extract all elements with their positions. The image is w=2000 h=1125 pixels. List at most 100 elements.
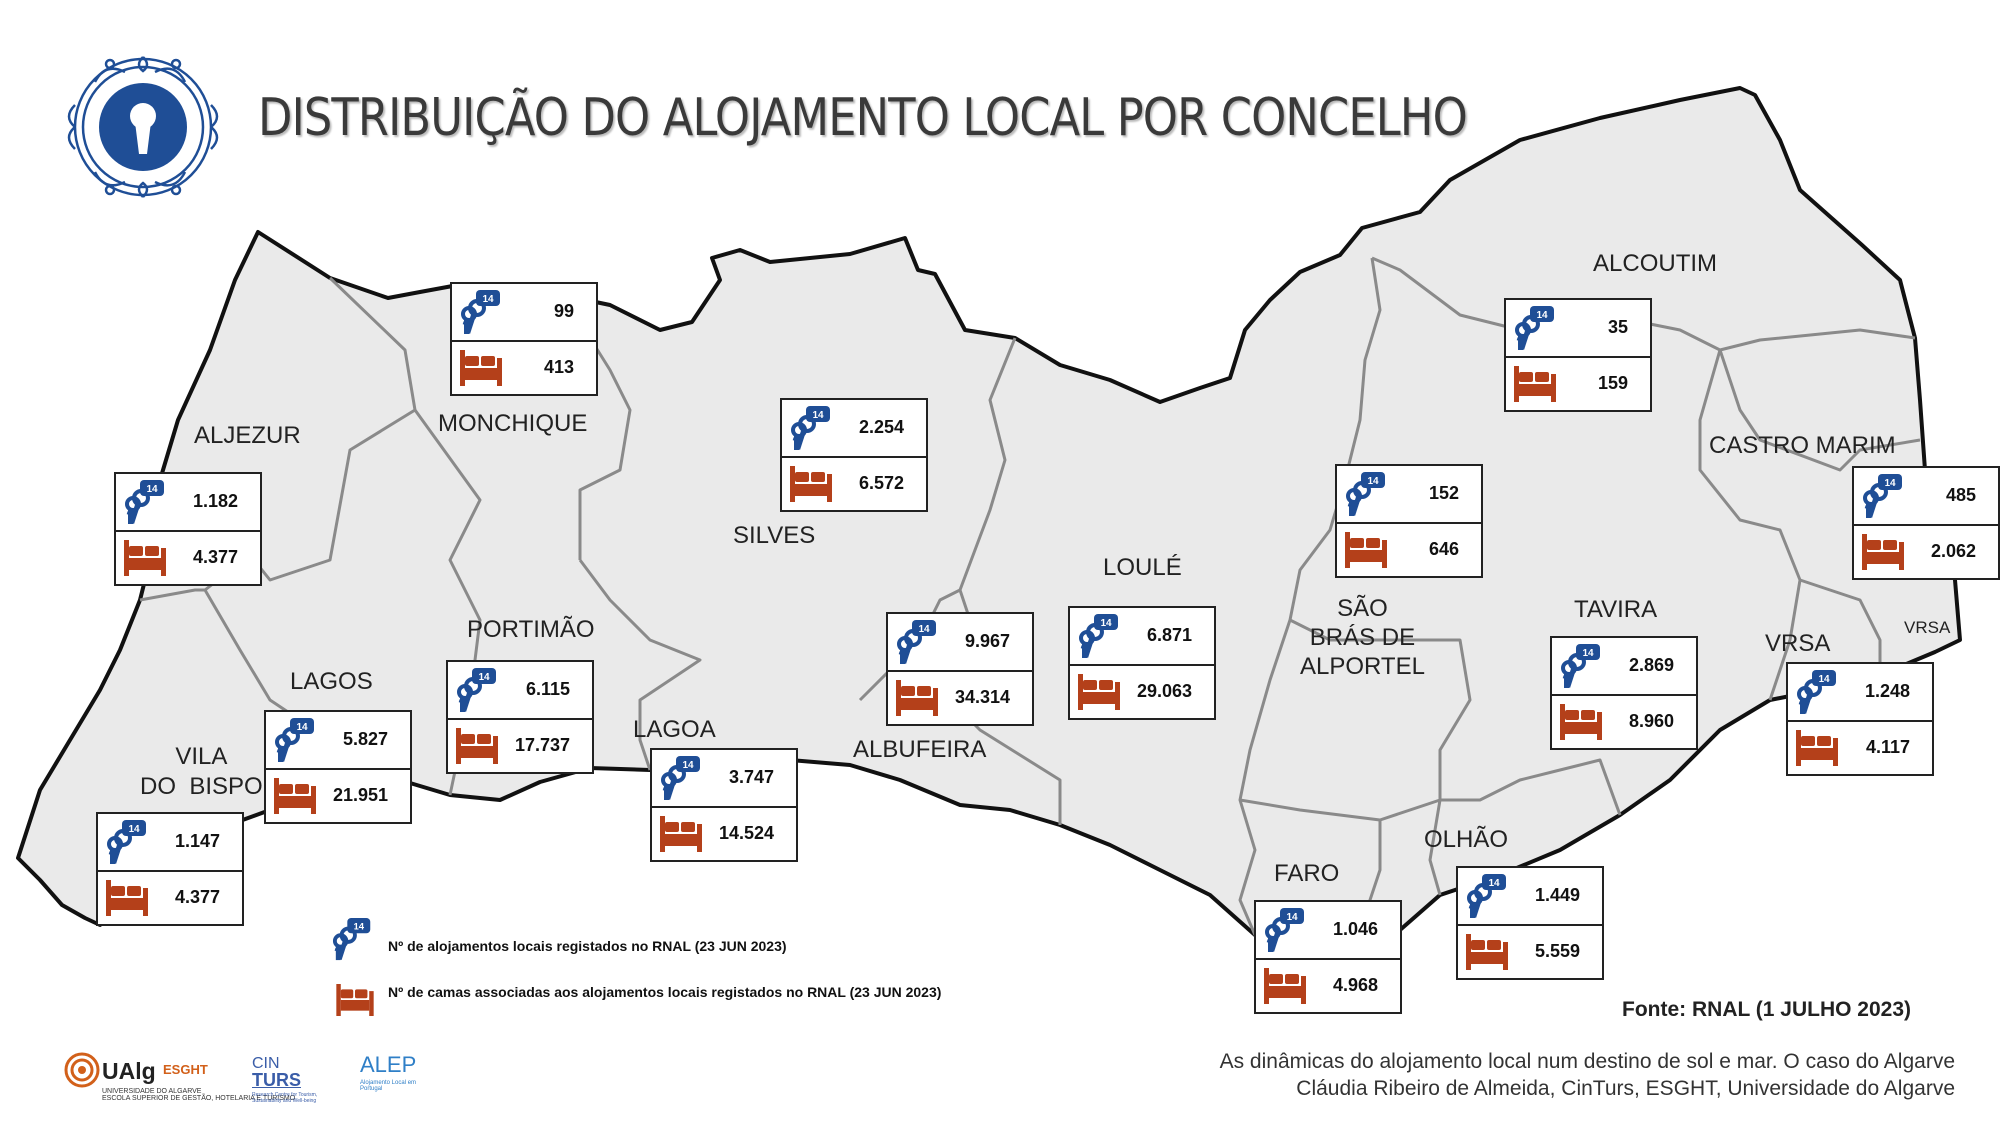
keys-icon bbox=[460, 290, 506, 336]
camas-value: 413 bbox=[543, 357, 574, 377]
alojamentos-value: 1.046 bbox=[1332, 919, 1378, 939]
card-castro-marim: 485 2.062 bbox=[1852, 466, 2000, 580]
label-vrsa-small: VRSA bbox=[1904, 618, 1951, 637]
label-monchique: MONCHIQUE bbox=[438, 410, 588, 437]
bed-icon bbox=[660, 816, 702, 852]
alojamentos-value: 5.827 bbox=[342, 729, 388, 749]
camas-value: 6.572 bbox=[858, 473, 904, 493]
label-sao-bras-line2: BRÁS DE bbox=[1309, 624, 1416, 651]
label-olhao: OLHÃO bbox=[1424, 826, 1509, 853]
card-alcoutim: 35 159 bbox=[1504, 298, 1652, 412]
alojamentos-value: 99 bbox=[553, 301, 574, 321]
label-aljezur: ALJEZUR bbox=[194, 422, 301, 449]
ualg-name: UAlg bbox=[102, 1058, 156, 1084]
bed-icon bbox=[1345, 532, 1387, 568]
card-albufeira: 9.967 34.314 bbox=[886, 612, 1034, 726]
camas-value: 17.737 bbox=[514, 735, 570, 755]
label-portimao: PORTIMÃO bbox=[467, 616, 595, 643]
camas-value: 4.117 bbox=[1865, 737, 1910, 757]
alojamentos-value: 1.147 bbox=[174, 831, 220, 851]
label-silves: SILVES bbox=[733, 522, 816, 549]
cinturs-line2: TURS bbox=[252, 1070, 301, 1090]
bed-icon bbox=[124, 540, 166, 576]
legend-alojamentos: Nº de alojamentos locais registados no R… bbox=[388, 938, 787, 954]
label-faro: FARO bbox=[1274, 860, 1340, 887]
keyhole-logo-icon bbox=[67, 56, 219, 198]
label-lagoa: LAGOA bbox=[633, 716, 716, 743]
border-olhao bbox=[1440, 758, 1622, 816]
border-faro-olhao bbox=[1379, 798, 1442, 896]
card-portimao: 6.115 17.737 bbox=[446, 660, 594, 774]
camas-value: 29.063 bbox=[1136, 681, 1192, 701]
keys-icon bbox=[274, 718, 320, 764]
camas-value: 4.377 bbox=[192, 547, 238, 567]
credits-line2: Cláudia Ribeiro de Almeida, CinTurs, ESG… bbox=[1296, 1077, 1955, 1100]
legend-keys-icon bbox=[332, 918, 376, 962]
camas-value: 21.951 bbox=[332, 785, 388, 805]
ualg-sub-line1: UNIVERSIDADE DO ALGARVE bbox=[102, 1088, 202, 1095]
border-tavira-sbras bbox=[1289, 618, 1472, 800]
camas-value: 4.968 bbox=[1332, 975, 1378, 995]
card-faro: 1.046 4.968 bbox=[1254, 900, 1402, 1014]
card-aljezur: 1.182 4.377 bbox=[114, 472, 262, 586]
bed-icon bbox=[1078, 674, 1120, 710]
alojamentos-value: 1.248 bbox=[1864, 681, 1910, 701]
label-vila-line2: DO BISPO bbox=[140, 773, 263, 800]
card-olhao: 1.449 5.559 bbox=[1456, 866, 1604, 980]
camas-value: 2.062 bbox=[1930, 541, 1976, 561]
cinturs-sub: Research Centre for Tourism, Sustainabil… bbox=[252, 1092, 318, 1104]
keys-icon bbox=[1078, 614, 1124, 660]
alojamentos-value: 152 bbox=[1428, 483, 1459, 503]
cinturs-logo: CIN TURS bbox=[252, 1055, 301, 1090]
alojamentos-value: 2.869 bbox=[1628, 655, 1674, 675]
keys-icon bbox=[660, 756, 706, 802]
camas-value: 646 bbox=[1428, 539, 1459, 559]
keys-icon bbox=[106, 820, 152, 866]
bed-icon bbox=[1466, 934, 1508, 970]
card-tavira: 2.869 8.960 bbox=[1550, 636, 1698, 750]
alojamentos-value: 1.449 bbox=[1534, 885, 1580, 905]
keys-icon bbox=[896, 620, 942, 666]
alojamentos-value: 485 bbox=[1945, 485, 1976, 505]
label-tavira: TAVIRA bbox=[1574, 596, 1658, 623]
camas-value: 34.314 bbox=[954, 687, 1010, 707]
border-aljezur-vila bbox=[139, 588, 205, 602]
alojamentos-value: 1.182 bbox=[192, 491, 238, 511]
alojamentos-value: 6.871 bbox=[1146, 625, 1192, 645]
card-sao-bras: 152 646 bbox=[1335, 464, 1483, 578]
label-vrsa: VRSA bbox=[1765, 630, 1831, 657]
border-loule-sbras bbox=[1238, 257, 1382, 936]
label-alcoutim: ALCOUTIM bbox=[1593, 250, 1718, 277]
card-loule: 6.871 29.063 bbox=[1068, 606, 1216, 720]
border-castro-alcoutim bbox=[1718, 349, 1921, 472]
keys-icon bbox=[1796, 670, 1842, 716]
keys-icon bbox=[1466, 874, 1512, 920]
alep-sub: Alojamento Local em Portugal bbox=[360, 1080, 417, 1092]
source-note: Fonte: RNAL (1 JULHO 2023) bbox=[1622, 998, 1911, 1021]
alep-logo: ALEP bbox=[360, 1052, 417, 1077]
bed-icon bbox=[1560, 704, 1602, 740]
bed-icon bbox=[896, 680, 938, 716]
alojamentos-value: 9.967 bbox=[964, 631, 1010, 651]
label-sao-bras-line3: ALPORTEL bbox=[1300, 653, 1425, 680]
page-title: DISTRIBUIÇÃO DO ALOJAMENTO LOCAL POR CON… bbox=[258, 88, 1468, 148]
ualg-sub: UNIVERSIDADE DO ALGARVE ESCOLA SUPERIOR … bbox=[102, 1088, 295, 1102]
keys-icon bbox=[124, 480, 170, 526]
keys-icon bbox=[1264, 908, 1310, 954]
camas-value: 14.524 bbox=[718, 823, 774, 843]
keys-icon bbox=[1345, 472, 1391, 518]
alojamentos-value: 6.115 bbox=[525, 679, 570, 699]
keys-icon bbox=[456, 668, 502, 714]
bed-icon bbox=[1264, 968, 1306, 1004]
bed-icon bbox=[274, 778, 316, 814]
card-monchique: 99 413 bbox=[450, 282, 598, 396]
cinturs-line1: CIN bbox=[252, 1055, 280, 1072]
alojamentos-value: 3.747 bbox=[728, 767, 774, 787]
label-vila-line1: VILA bbox=[175, 743, 228, 770]
bed-icon bbox=[1796, 730, 1838, 766]
alojamentos-value: 2.254 bbox=[858, 417, 904, 437]
card-silves: 2.254 6.572 bbox=[780, 398, 928, 512]
municipal-borders bbox=[139, 256, 1921, 959]
keys-icon bbox=[1862, 474, 1908, 520]
camas-value: 8.960 bbox=[1628, 711, 1674, 731]
